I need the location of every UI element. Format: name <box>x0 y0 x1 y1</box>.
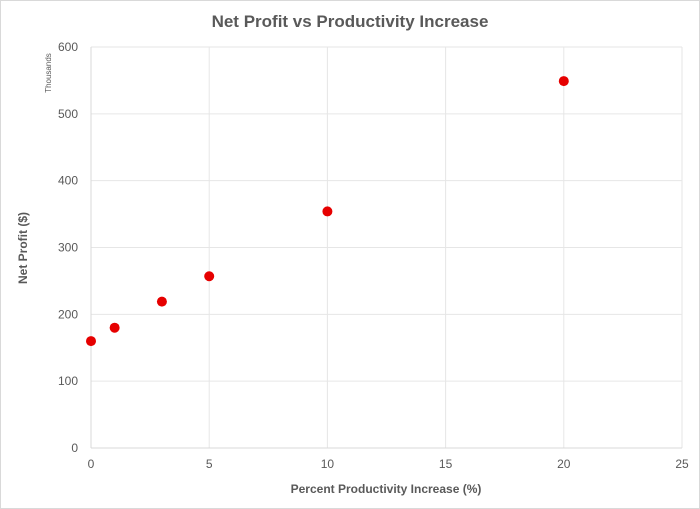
x-tick-label: 20 <box>557 457 571 471</box>
data-point <box>204 271 215 282</box>
y-axis-unit-label: Thousands <box>44 53 53 93</box>
y-tick-label: 200 <box>58 307 78 321</box>
x-tick-label: 10 <box>321 457 335 471</box>
y-tick-label: 100 <box>58 374 78 388</box>
data-point <box>322 206 333 217</box>
chart-title: Net Profit vs Productivity Increase <box>212 12 489 31</box>
x-axis-label: Percent Productivity Increase (%) <box>291 482 482 496</box>
y-tick-label: 300 <box>58 241 78 255</box>
y-tick-label: 500 <box>58 107 78 121</box>
x-tick-label: 0 <box>88 457 95 471</box>
gridlines <box>91 46 683 448</box>
data-point <box>558 76 569 87</box>
axes <box>90 47 682 449</box>
y-tick-label: 400 <box>58 174 78 188</box>
tick-labels: 0 100 200 300 400 500 600 0 5 10 15 20 25 <box>58 40 689 471</box>
x-tick-label: 25 <box>675 457 689 471</box>
x-tick-label: 15 <box>439 457 453 471</box>
data-point <box>156 296 167 307</box>
y-axis-label: Net Profit ($) <box>16 212 30 284</box>
data-point <box>109 322 120 333</box>
y-tick-label: 600 <box>58 40 78 54</box>
x-tick-label: 5 <box>206 457 213 471</box>
y-tick-label: 0 <box>71 441 78 455</box>
data-points <box>86 76 569 347</box>
data-point <box>86 336 96 347</box>
